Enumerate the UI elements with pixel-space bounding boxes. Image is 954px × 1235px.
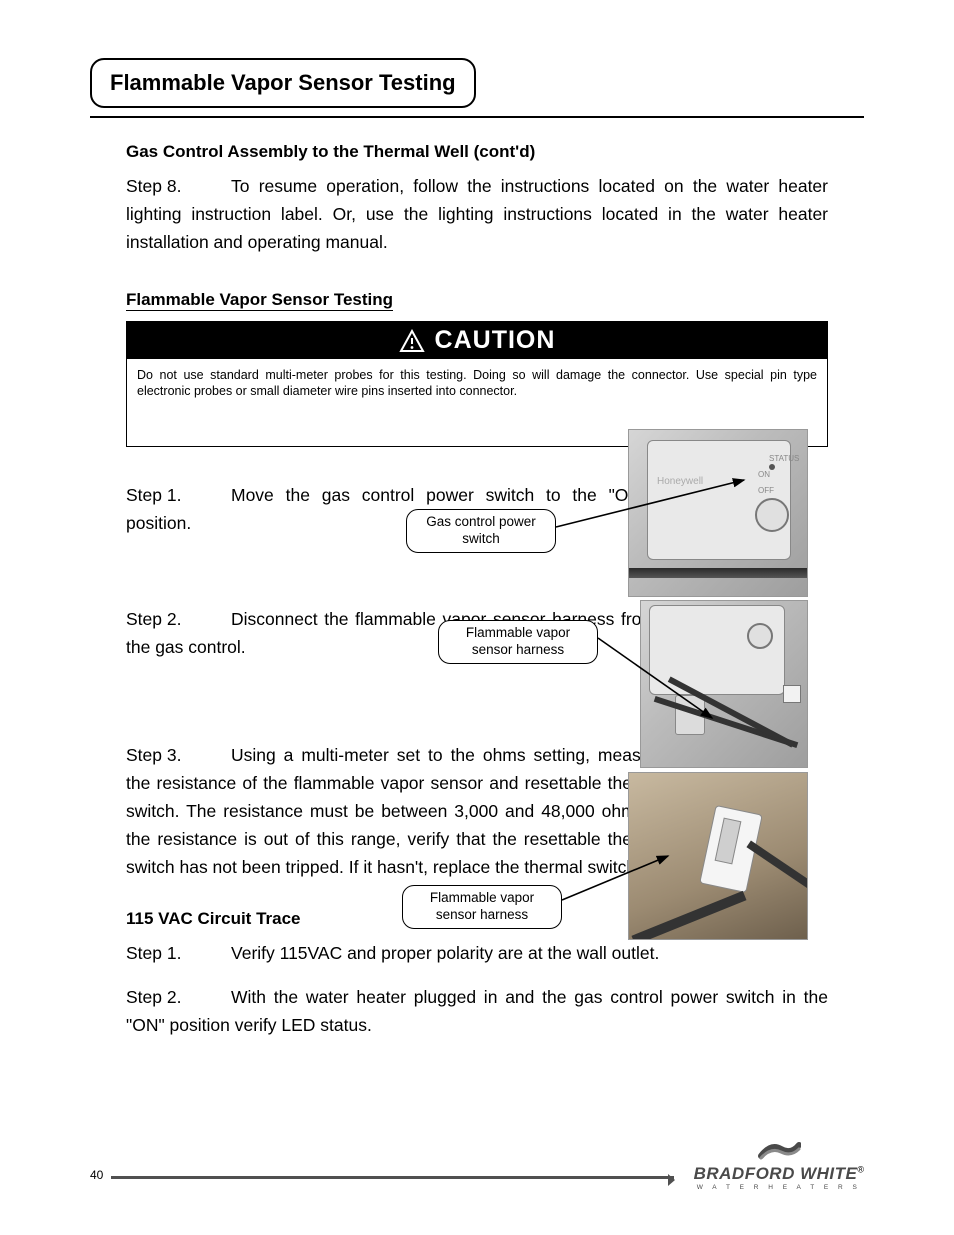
step-label: Step 1. (126, 481, 231, 509)
section1-heading: Gas Control Assembly to the Thermal Well… (126, 142, 828, 162)
brand-logo: BRADFORD WHITE® W A T E R H E A T E R S (694, 1139, 864, 1191)
warning-icon (399, 329, 425, 353)
page-title: Flammable Vapor Sensor Testing (110, 70, 456, 95)
section2-step1: Step 1.Move the gas control power switch… (126, 481, 656, 537)
section1-step8: Step 8.To resume operation, follow the i… (126, 172, 828, 256)
caution-word: CAUTION (435, 326, 556, 355)
section3-step2: Step 2.With the water heater plugged in … (126, 983, 828, 1039)
callout-fv-harness-1: Flammable vapor sensor harness (438, 620, 598, 664)
step-label: Step 3. (126, 741, 231, 769)
step-label: Step 1. (126, 939, 231, 967)
brand-name: BRADFORD WHITE® (694, 1164, 864, 1184)
callout-gas-control-switch: Gas control power switch (406, 509, 556, 553)
title-rule (90, 116, 864, 118)
caution-box: CAUTION Do not use standard multi-meter … (126, 321, 828, 447)
callout-fv-harness-2: Flammable vapor sensor harness (402, 885, 562, 929)
step-label: Step 8. (126, 172, 231, 200)
footer-rule (111, 1176, 673, 1179)
step-label: Step 2. (126, 983, 231, 1011)
brand-mark-icon (757, 1139, 801, 1161)
brand-subtitle: W A T E R H E A T E R S (697, 1184, 861, 1191)
section3-step1: Step 1.Verify 115VAC and proper polarity… (126, 939, 828, 967)
s3-step1-text: Verify 115VAC and proper polarity are at… (231, 943, 659, 963)
gas-control-photo-2 (640, 600, 808, 768)
section2-heading-wrap: Flammable Vapor Sensor Testing (126, 290, 828, 311)
section2-heading: Flammable Vapor Sensor Testing (126, 290, 393, 311)
page-footer: 40 BRADFORD WHITE® W A T E R H E A T E R… (90, 1149, 864, 1201)
step8-text: To resume operation, follow the instruct… (126, 176, 828, 252)
s3-step2-text: With the water heater plugged in and the… (126, 987, 828, 1035)
page-title-box: Flammable Vapor Sensor Testing (90, 58, 476, 108)
gas-control-photo-1: ON OFF STATUS Honeywell (628, 429, 808, 597)
page-number: 40 (90, 1168, 103, 1182)
step-label: Step 2. (126, 605, 231, 633)
registered-mark: ® (857, 1165, 864, 1175)
section2-step3: Step 3.Using a multi-meter set to the oh… (126, 741, 666, 881)
harness-connector-photo (628, 772, 808, 940)
caution-bar: CAUTION (127, 322, 827, 359)
